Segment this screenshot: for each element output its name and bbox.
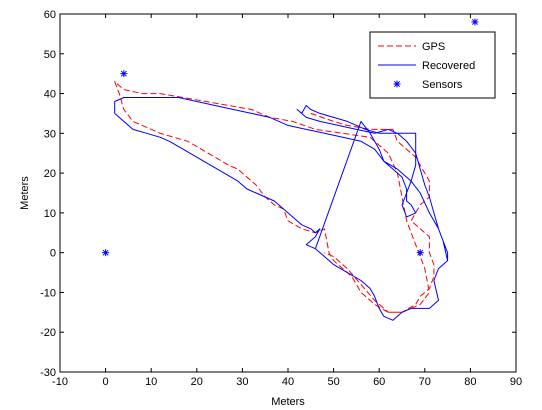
x-tick-label: -10 [52, 376, 68, 388]
y-axis-label: Meters [19, 176, 31, 210]
legend-entry-recovered: Recovered [378, 60, 475, 72]
sensor-marker-0-stroke-3 [102, 249, 109, 256]
x-tick-label: 40 [282, 376, 294, 388]
y-tick-label: 0 [50, 248, 56, 260]
legend-entry-sensors: Sensors [393, 79, 463, 91]
y-tick-label: -30 [40, 367, 56, 379]
plot-area [102, 18, 479, 321]
x-tick-label: 30 [236, 376, 248, 388]
x-tick-label: 80 [464, 376, 476, 388]
sensor-marker-3-stroke-3 [471, 18, 478, 25]
x-tick-label: 60 [373, 376, 385, 388]
legend-swatch-sensors-stroke-3 [394, 81, 400, 87]
legend-label: GPS [422, 41, 445, 53]
sensor-marker-3 [471, 18, 479, 26]
y-tick-label: 30 [44, 128, 56, 140]
series-line-recovered [114, 97, 449, 321]
y-tick-label: 10 [44, 208, 56, 220]
legend-entry-gps: GPS [378, 41, 445, 53]
sensor-marker-1-stroke-3 [120, 70, 127, 77]
legend-label: Recovered [422, 60, 475, 72]
x-tick-label: 0 [103, 376, 109, 388]
legend-label: Sensors [422, 79, 463, 91]
x-tick-label: 70 [419, 376, 431, 388]
y-tick-label: 60 [44, 9, 56, 21]
axes: -10 0 10 20 30 40 50 60 70 80 90 -30 -20 -10 0 10 20 30 40… [40, 9, 522, 388]
x-axis-label: Meters [271, 396, 305, 408]
x-tick-label: 90 [510, 376, 522, 388]
y-tick-label: 50 [44, 49, 56, 61]
series-line-gps [114, 81, 435, 313]
y-tick-label: 20 [44, 168, 56, 180]
legend-swatch-sensors [393, 80, 401, 88]
x-tick-label: 10 [145, 376, 157, 388]
sensor-marker-2 [416, 249, 424, 257]
y-tick-label: -10 [40, 287, 56, 299]
sensor-marker-1 [120, 70, 128, 78]
x-tick-label: 20 [191, 376, 203, 388]
x-tick-label: 50 [327, 376, 339, 388]
legend: GPS Recovered Sensors [369, 31, 496, 99]
y-tick-label: -20 [40, 327, 56, 339]
sensor-marker-2-stroke-3 [417, 249, 424, 256]
y-tick-label: 40 [44, 89, 56, 101]
sensor-marker-0 [102, 249, 110, 257]
